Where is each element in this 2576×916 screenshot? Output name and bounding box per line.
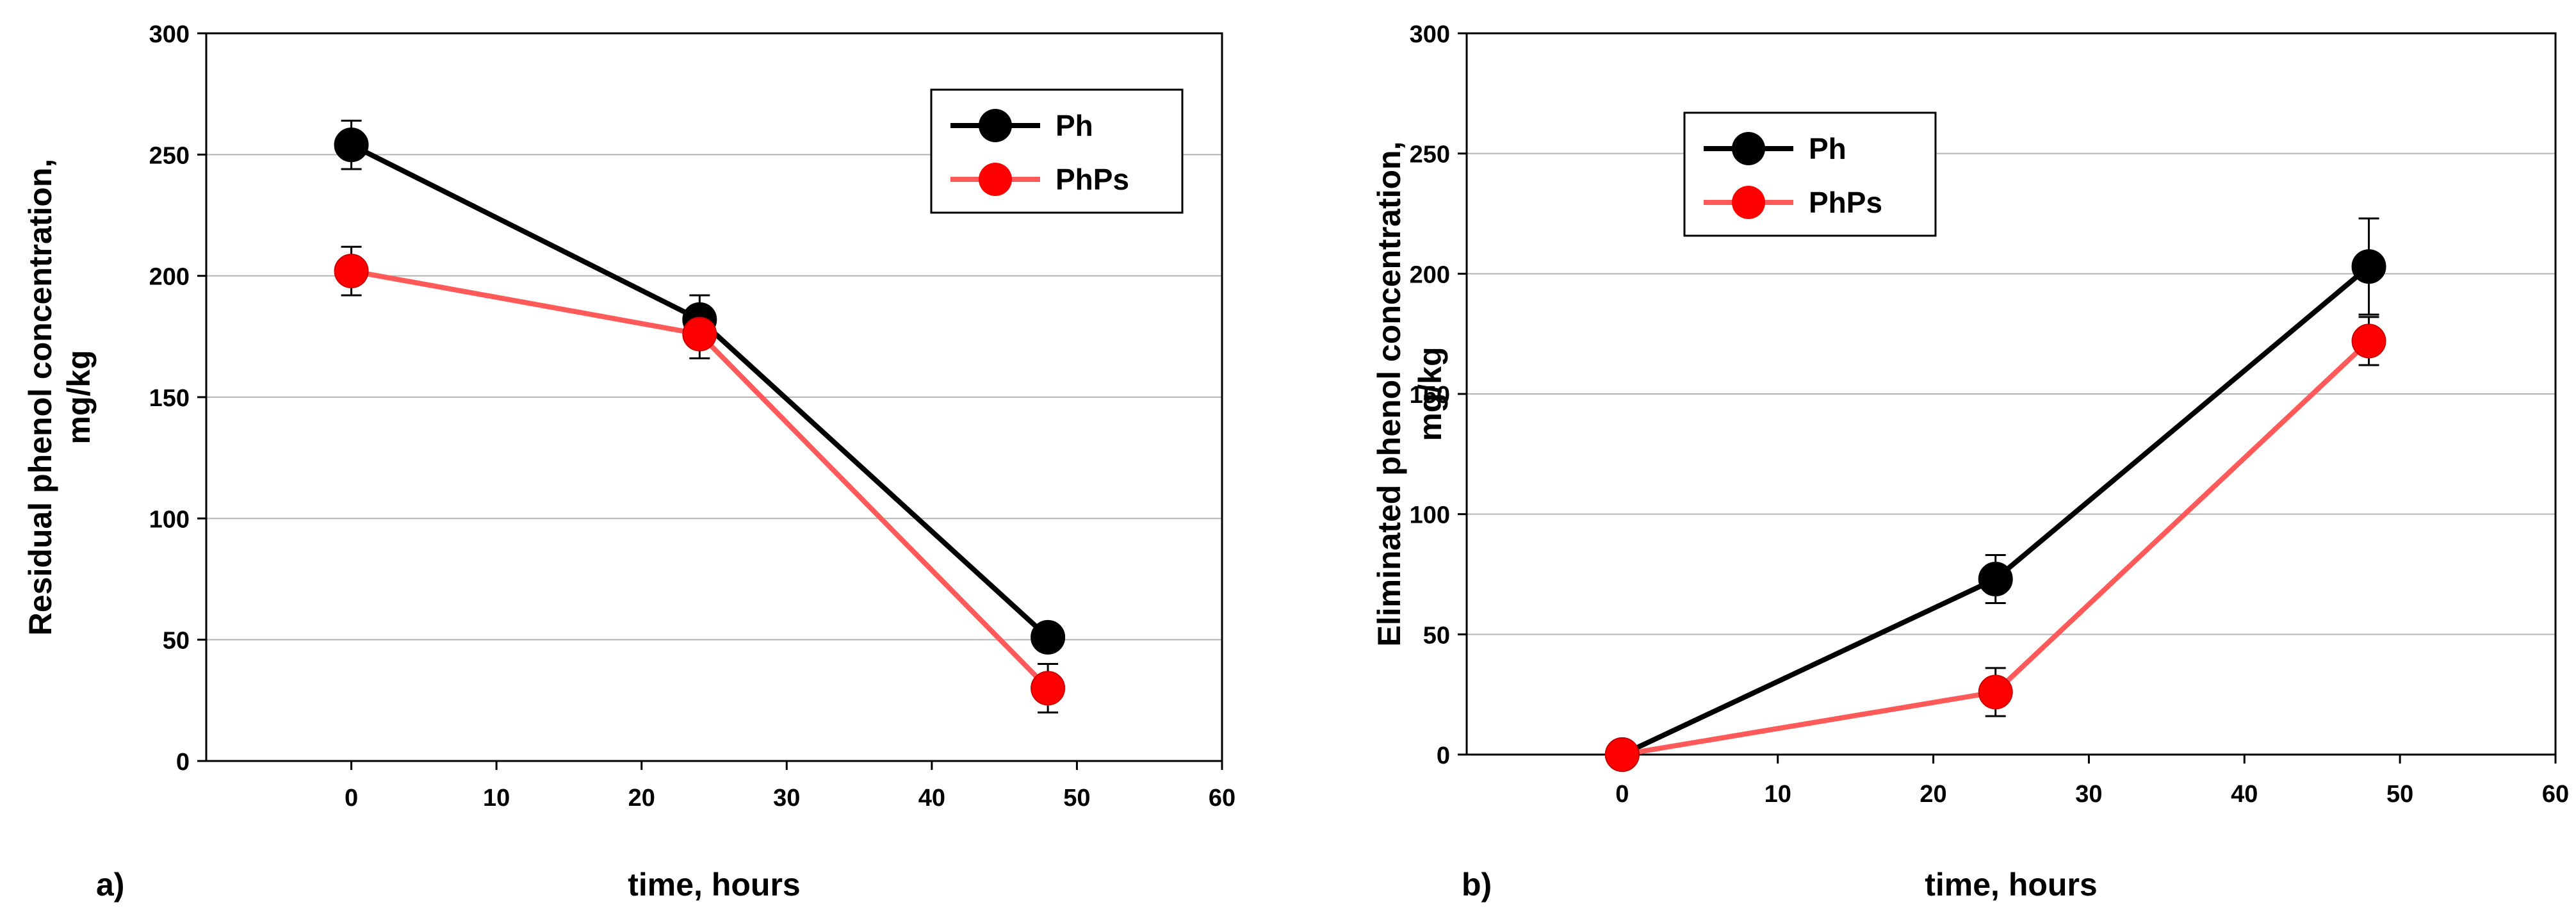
y-tick-label: 250 [149,142,190,169]
legend-box [930,88,1184,214]
legend-marker-ph [979,109,1012,142]
data-point-phps [334,254,369,289]
data-point-phps [1031,671,1066,706]
y-axis-title-line: mg/kg [1412,347,1448,441]
x-tick-label: 10 [1765,781,1791,808]
y-tick-label: 150 [149,385,190,412]
legend-label-phps: PhPs [1056,163,1129,196]
data-point-phps [1978,675,2013,710]
x-tick-label: 30 [773,785,800,812]
x-axis-title: time, hours [1925,867,2097,903]
y-tick-label: 200 [1410,261,1450,288]
legend-label-ph: Ph [1809,132,1846,165]
data-point-ph [1031,619,1066,655]
x-tick-label: 20 [1920,781,1946,808]
x-axis-title: time, hours [628,867,800,903]
y-tick-label: 150 [1410,382,1450,409]
y-tick-label: 200 [149,264,190,291]
y-tick-label: 250 [1410,142,1450,168]
y-tick-label: 50 [1423,622,1450,649]
x-tick-label: 40 [2231,781,2258,808]
y-tick-label: 300 [149,21,190,48]
x-tick-label: 60 [2542,781,2569,808]
series-line-ph [350,142,1050,639]
y-tick-label: 0 [176,749,190,776]
legend-marker-phps [979,163,1012,196]
data-point-ph [1978,562,2013,597]
y-axis-title-line: Residual phenol concentration, [22,159,58,636]
data-point-ph [2351,249,2386,284]
y-tick-label: 50 [163,628,190,655]
x-tick-label: 50 [1063,785,1090,812]
legend-label-phps: PhPs [1809,186,1882,219]
y-tick-label: 0 [1437,742,1450,769]
x-tick-label: 50 [2386,781,2413,808]
legend-label-ph: Ph [1056,109,1093,142]
x-tick-label: 40 [918,785,945,812]
legend-marker-phps [1732,186,1765,219]
x-tick-label: 60 [1209,785,1235,812]
x-tick-label: 0 [345,785,358,812]
data-point-ph [334,127,369,163]
x-tick-label: 0 [1615,781,1629,808]
data-point-phps [2351,323,2386,359]
y-tick-label: 300 [1410,21,1450,48]
y-axis-title-line: Eliminated phenol concentration, [1371,142,1407,647]
data-point-phps [1604,737,1640,772]
panel-label: b) [1462,867,1492,903]
x-tick-label: 30 [2075,781,2102,808]
panel-label: a) [96,867,124,903]
y-axis-title-line: mg/kg [61,350,97,444]
data-point-phps [682,316,717,352]
panel-b-chart: 0 50 100 150 200 250 300 0 10 20 30 40 50 60 time, hou… [1371,21,2569,903]
x-tick-label: 20 [628,785,655,812]
x-tick-label: 10 [483,785,510,812]
panel-a-chart: 0 50 100 150 200 250 300 0 10 20 30 40 50 60 time, hou… [22,21,1235,903]
legend-box [1683,111,1937,237]
y-tick-label: 100 [149,506,190,533]
legend-marker-ph [1732,132,1765,165]
y-tick-label: 100 [1410,502,1450,529]
